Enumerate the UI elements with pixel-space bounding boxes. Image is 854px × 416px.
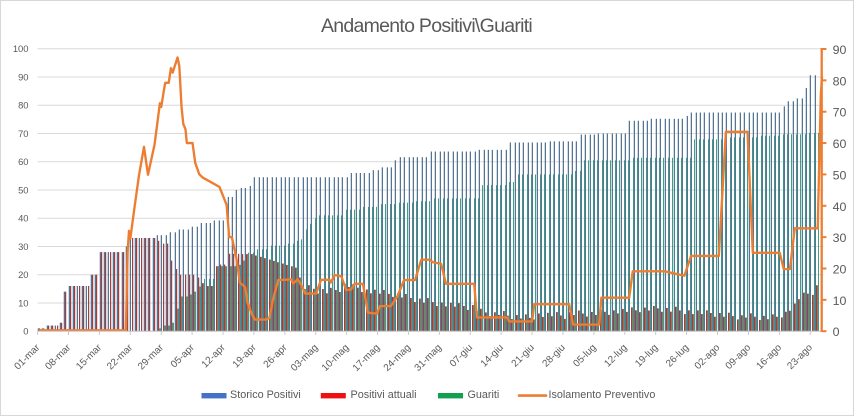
svg-text:Isolamento Preventivo: Isolamento Preventivo (549, 389, 656, 401)
svg-text:0: 0 (833, 325, 840, 339)
svg-text:Positivi attuali: Positivi attuali (351, 389, 417, 401)
svg-text:70: 70 (18, 128, 28, 139)
svg-text:Storico Positivi: Storico Positivi (230, 389, 301, 401)
svg-text:100: 100 (13, 43, 29, 54)
svg-text:Andamento Positivi\Guariti: Andamento Positivi\Guariti (321, 15, 532, 37)
svg-text:50: 50 (833, 168, 847, 182)
svg-text:90: 90 (18, 71, 28, 82)
svg-text:Guariti: Guariti (468, 389, 500, 401)
svg-text:20: 20 (833, 262, 847, 276)
svg-text:60: 60 (18, 156, 28, 167)
svg-text:70: 70 (833, 106, 847, 120)
svg-text:80: 80 (18, 100, 28, 111)
svg-text:40: 40 (833, 200, 847, 214)
svg-text:10: 10 (18, 297, 28, 308)
svg-text:30: 30 (833, 231, 847, 245)
svg-text:60: 60 (833, 137, 847, 151)
svg-text:0: 0 (23, 326, 28, 337)
svg-text:50: 50 (18, 184, 28, 195)
svg-text:30: 30 (18, 241, 28, 252)
svg-text:90: 90 (833, 43, 847, 57)
svg-text:20: 20 (18, 269, 28, 280)
svg-text:80: 80 (833, 74, 847, 88)
svg-text:10: 10 (833, 294, 847, 308)
svg-text:40: 40 (18, 213, 28, 224)
